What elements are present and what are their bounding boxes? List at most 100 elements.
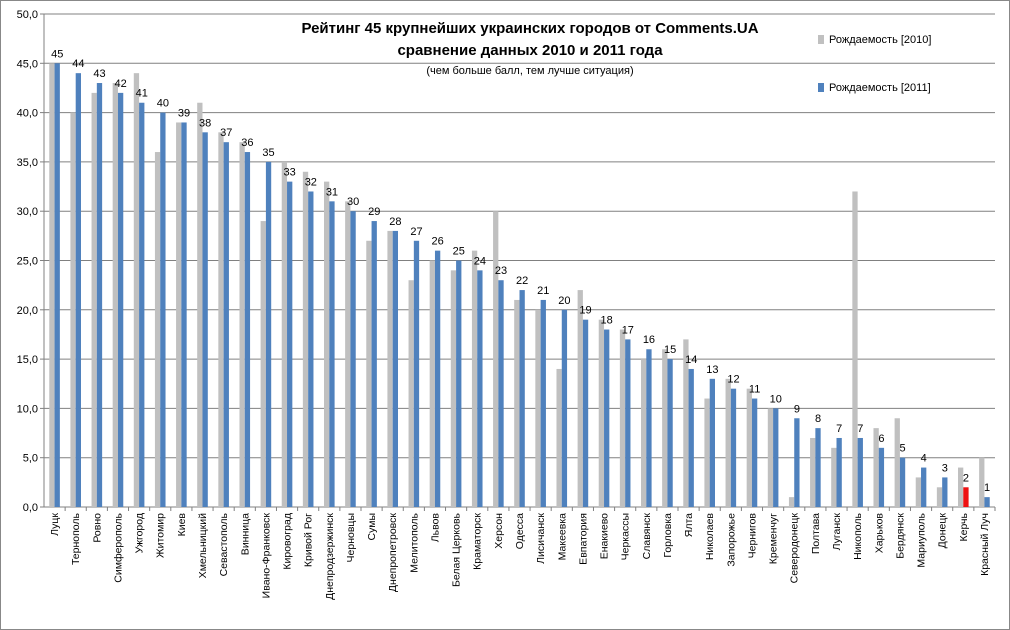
y-tick-label: 0,0 [23, 502, 38, 514]
bar-2011 [96, 83, 103, 508]
data-label: 8 [815, 413, 821, 425]
bar-2010 [894, 418, 900, 507]
x-tick-label: Львов [429, 513, 441, 543]
data-label: 38 [199, 117, 211, 129]
bar-2010 [577, 290, 583, 507]
bar-2010 [619, 329, 626, 507]
data-label: 32 [305, 176, 317, 188]
x-tick-label: Чернигов [746, 513, 758, 559]
bar-2010 [556, 368, 562, 507]
y-tick-label: 5,0 [23, 453, 38, 465]
legend-entry-2010: Рождаемость [2010] [818, 34, 931, 46]
chart-note: (чем больше балл, тем лучше ситуация) [426, 65, 634, 77]
bar-2010 [979, 457, 985, 507]
data-label: 40 [157, 98, 169, 110]
bar-2010 [176, 122, 182, 508]
bar-2010 [704, 398, 710, 507]
data-label: 14 [685, 354, 697, 366]
x-tick-label: Кременчуг [768, 513, 780, 564]
data-label: 36 [241, 137, 253, 149]
x-tick-label: Луганск [831, 513, 843, 551]
data-label: 45 [51, 48, 63, 60]
bar-2011 [498, 280, 504, 507]
bar-2010 [936, 487, 943, 507]
bar-2010 [641, 359, 647, 507]
x-tick-label: Винница [239, 513, 251, 555]
bar-2010 [598, 319, 605, 507]
x-tick-label: Ужгород [134, 513, 146, 553]
data-label: 7 [857, 423, 863, 435]
data-label: 18 [601, 315, 613, 327]
data-label: 6 [878, 433, 884, 445]
bar-2011 [646, 349, 652, 507]
y-tick-label: 15,0 [17, 354, 38, 366]
bar-2010 [239, 142, 245, 507]
x-tick-label: Черновцы [345, 513, 357, 562]
x-tick-label: Славянск [641, 513, 653, 560]
x-tick-label: Северодонецк [789, 513, 801, 584]
x-tick-label: Ровно [91, 513, 103, 543]
bar-2011 [202, 132, 208, 507]
x-tick-label: Ивано-Франковск [260, 513, 272, 599]
bar-2011 [117, 92, 124, 507]
data-label: 35 [262, 147, 274, 159]
bar-2010 [49, 63, 55, 508]
bar-2010 [70, 112, 76, 507]
data-label: 13 [706, 364, 718, 376]
bar-2010 [218, 132, 224, 507]
data-label: 33 [284, 167, 296, 179]
bar-2010 [324, 181, 330, 507]
data-label: 39 [178, 107, 190, 119]
legend-swatch-2010 [818, 35, 824, 44]
bar-2010 [915, 477, 922, 507]
bar-2010 [746, 388, 752, 507]
bar-2011 [963, 487, 969, 507]
bar-2011 [75, 73, 81, 507]
bar-2010 [831, 447, 837, 507]
bar-2010 [133, 73, 140, 507]
data-label: 21 [537, 285, 549, 297]
bar-2011 [773, 408, 779, 507]
data-label: 2 [963, 472, 969, 484]
x-tick-label: Луцк [49, 513, 61, 536]
bar-2011 [519, 290, 525, 507]
bar-2011 [836, 437, 842, 507]
bar-2010 [852, 191, 858, 508]
bar-2011 [160, 112, 166, 507]
x-tick-label: Никополь [852, 512, 864, 559]
bar-2011 [878, 447, 885, 507]
x-tick-label: Николаев [704, 513, 716, 561]
x-tick-label: Хмельницкий [197, 513, 209, 578]
bar-2011 [857, 437, 863, 507]
x-tick-label: Мариуполь [916, 512, 928, 567]
data-label: 15 [664, 344, 676, 356]
bar-2011 [921, 467, 927, 507]
x-tick-label: Белая Церковь [451, 512, 463, 587]
x-tick-label: Лисичанск [535, 513, 547, 564]
bar-2011 [371, 221, 377, 507]
bar-2010 [154, 152, 161, 508]
bar-2010 [345, 201, 351, 507]
data-label: 22 [516, 275, 528, 287]
x-tick-label: Симферополь [112, 512, 124, 582]
data-label: 41 [136, 88, 148, 100]
y-tick-label: 30,0 [17, 206, 38, 218]
bar-2011 [413, 240, 420, 507]
data-label: 7 [836, 423, 842, 435]
bar-2010 [662, 349, 668, 507]
bar-2010 [535, 309, 541, 507]
data-label: 5 [899, 443, 905, 455]
bar-2010 [366, 240, 372, 507]
x-tick-label: Евпатория [577, 513, 589, 565]
chart-subtitle: сравнение данных 2010 и 2011 года [397, 42, 663, 59]
data-label: 42 [114, 78, 126, 90]
data-label: 29 [368, 206, 380, 218]
bar-2011 [604, 329, 610, 507]
bar-2010 [281, 161, 288, 507]
y-tick-label: 25,0 [17, 256, 38, 268]
x-tick-label: Донецк [937, 513, 949, 549]
bar-2011 [709, 378, 715, 507]
x-tick-label: Краматорск [472, 513, 484, 570]
